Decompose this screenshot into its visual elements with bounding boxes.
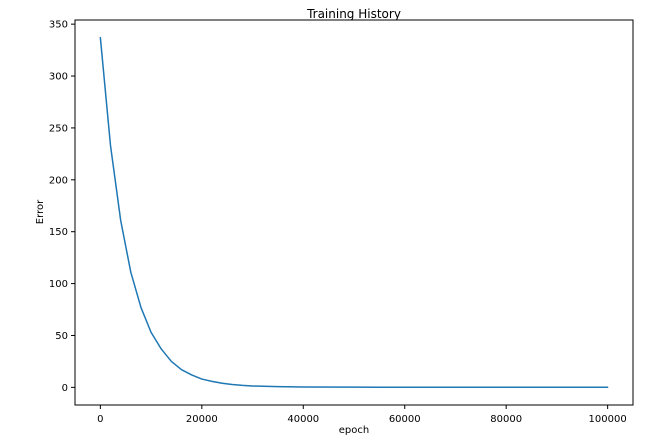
y-tick-label: 50: [55, 331, 68, 342]
x-tick-label: 60000: [389, 414, 421, 425]
series-line: [99, 36, 609, 388]
y-axis-ticks: 0 50 100 150 200 250 300 350: [49, 20, 75, 394]
y-tick-label: 250: [49, 123, 68, 134]
y-tick-label: 300: [49, 72, 68, 83]
chart-title: Training History: [306, 7, 401, 21]
y-tick-label: 200: [49, 175, 68, 186]
x-axis-label: epoch: [339, 425, 369, 436]
y-axis-label: Error: [35, 199, 46, 224]
plot-area: [74, 19, 634, 406]
x-axis-ticks: 0 20000 40000 60000 80000 100000: [97, 405, 627, 425]
y-tick-label: 100: [49, 279, 68, 290]
x-tick-label: 0: [97, 414, 103, 425]
plot-frame: [74, 19, 634, 406]
x-tick-label: 20000: [186, 414, 218, 425]
x-tick-label: 100000: [589, 414, 627, 425]
y-tick-label: 350: [49, 20, 68, 31]
x-tick-label: 40000: [287, 414, 319, 425]
series-layer: [99, 36, 609, 388]
x-tick-label: 80000: [490, 414, 522, 425]
y-tick-label: 150: [49, 227, 68, 238]
y-tick-label: 0: [62, 383, 68, 394]
